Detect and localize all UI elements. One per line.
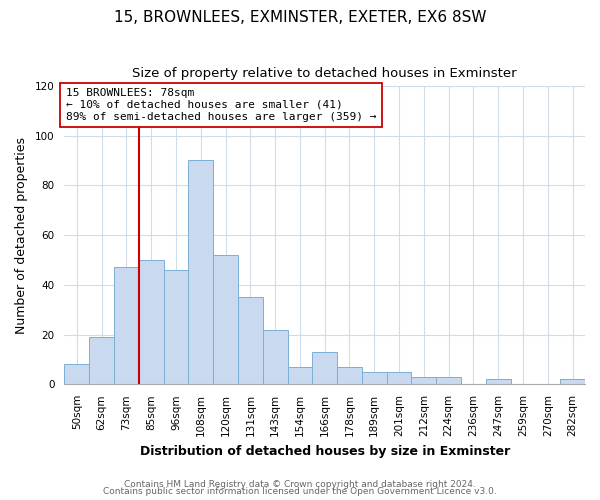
Bar (436, 377, 461, 384)
Bar (560, 380, 585, 384)
Bar (287, 367, 313, 384)
Y-axis label: Number of detached properties: Number of detached properties (15, 136, 28, 334)
Bar (188, 160, 213, 384)
Bar (139, 260, 164, 384)
X-axis label: Distribution of detached houses by size in Exminster: Distribution of detached houses by size … (140, 444, 510, 458)
Text: Contains public sector information licensed under the Open Government Licence v3: Contains public sector information licen… (103, 487, 497, 496)
Bar (89, 337, 114, 384)
Bar (64, 364, 89, 384)
Bar (164, 270, 188, 384)
Title: Size of property relative to detached houses in Exminster: Size of property relative to detached ho… (133, 68, 517, 80)
Bar (412, 377, 436, 384)
Bar (263, 330, 287, 384)
Bar (213, 255, 238, 384)
Bar (313, 352, 337, 384)
Bar (337, 367, 362, 384)
Bar (362, 372, 386, 384)
Text: 15, BROWNLEES, EXMINSTER, EXETER, EX6 8SW: 15, BROWNLEES, EXMINSTER, EXETER, EX6 8S… (114, 10, 486, 25)
Text: 15 BROWNLEES: 78sqm
← 10% of detached houses are smaller (41)
89% of semi-detach: 15 BROWNLEES: 78sqm ← 10% of detached ho… (65, 88, 376, 122)
Bar (486, 380, 511, 384)
Bar (238, 298, 263, 384)
Bar (386, 372, 412, 384)
Bar (114, 268, 139, 384)
Text: Contains HM Land Registry data © Crown copyright and database right 2024.: Contains HM Land Registry data © Crown c… (124, 480, 476, 489)
